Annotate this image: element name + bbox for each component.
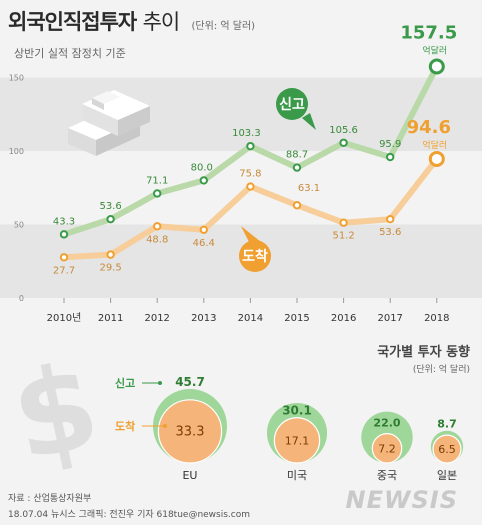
country-legend-arrived: 도착 <box>115 419 135 433</box>
x-tick-label: 2012 <box>144 313 169 324</box>
arrived-value-label: 17.1 <box>285 434 310 447</box>
arrived-value-label: 33.3 <box>176 424 205 439</box>
x-axis-labels: 2010년 2011 2012 2013 2014 2015 2016 2017 2018 <box>47 298 450 324</box>
arrived-bubble-3 <box>432 434 462 464</box>
x-tick-label: 2014 <box>238 313 263 324</box>
legend-signed-label: 신고 <box>279 97 305 113</box>
country-chart-title: 국가별 투자 동향 <box>377 344 470 360</box>
series-point <box>59 230 69 239</box>
series-point <box>106 250 115 259</box>
series-value-label: 105.6 <box>329 125 358 136</box>
title-unit: (단위: 억 달러) <box>191 21 256 32</box>
series-point <box>386 215 395 224</box>
y-tick-label: 50 <box>14 221 24 230</box>
legend-arrived-pointer <box>241 226 261 242</box>
y-tick-label: 0 <box>19 294 24 303</box>
series-value-label: 46.4 <box>193 238 215 249</box>
series-point <box>106 215 115 224</box>
y-tick-label: 150 <box>9 74 24 83</box>
x-tick-label: 2011 <box>98 313 123 324</box>
signed-value-label: 8.7 <box>437 418 457 431</box>
series-value-label: 95.9 <box>379 139 401 150</box>
x-tick-label: 2018 <box>424 313 449 324</box>
signed-value-label: 45.7 <box>175 375 205 389</box>
series-point <box>153 189 162 198</box>
y-axis-ticks: 0 50 100 150 <box>9 74 24 304</box>
country-label: 미국 <box>287 469 307 482</box>
legend-signed-pointer <box>302 113 316 130</box>
series-value-label: 88.7 <box>286 150 308 161</box>
x-tick-label: 2017 <box>377 313 402 324</box>
series-value-label: 27.7 <box>53 265 75 276</box>
series-value-label: 75.8 <box>239 169 261 180</box>
series-point <box>339 218 348 227</box>
series-point <box>292 163 302 172</box>
chart-title: 외국인직접투자 추이 (단위: 억 달러) <box>8 6 255 36</box>
series-point <box>246 141 255 151</box>
legend-arrived-bubble <box>239 240 271 272</box>
country-chart-unit: (단위: 억 달러) <box>413 363 470 375</box>
credit-note: 18.07.04 뉴시스 그래픽: 전진우 기자 618tue@newsis.c… <box>8 510 251 520</box>
series-value-label: 43.3 <box>53 216 75 227</box>
title-main: 외국인직접투자 <box>8 10 137 34</box>
country-label: EU <box>182 469 197 482</box>
series-value-label: 103.3 <box>232 128 261 139</box>
title-light: 추이 <box>142 10 181 34</box>
country-chart: 국가별 투자 동향 (단위: 억 달러) $ 45.7 33.3 EU 30.1 17.1 미국… <box>1 336 470 488</box>
x-tick-label: 2016 <box>331 313 356 324</box>
series-point <box>199 225 209 234</box>
series-layer: 43.353.671.180.0103.388.7105.695.9157.5억… <box>53 22 457 276</box>
series-last-value: 94.6 <box>407 117 451 138</box>
series-value-label: 51.2 <box>332 231 354 242</box>
chart-subtitle: 상반기 실적 잠정치 기준 <box>14 47 126 60</box>
series-point <box>292 201 302 210</box>
series-point <box>386 152 395 162</box>
dollar-icon: $ <box>1 336 110 488</box>
signed-value-label: 22.0 <box>373 417 400 430</box>
series-value-label: 53.6 <box>99 201 121 212</box>
arrived-value-label: 7.2 <box>378 442 396 455</box>
series-value-label: 80.0 <box>191 162 213 173</box>
series-value-label: 29.5 <box>99 263 121 274</box>
arrived-bubble-2 <box>371 433 403 464</box>
country-legend-signed: 신고 <box>115 376 135 390</box>
series-point-last <box>428 150 445 167</box>
legend-signed-bubble <box>276 88 308 120</box>
country-legend-signed-dot <box>158 381 162 385</box>
x-tick-label: 2010년 <box>47 312 82 324</box>
series-point <box>153 222 162 231</box>
signed-value-label: 30.1 <box>282 403 312 417</box>
arrived-bubble-0 <box>157 399 223 464</box>
series-last-value: 157.5 <box>400 22 457 43</box>
country-legend-arrived-dot <box>163 424 167 428</box>
series-last-unit: 억달러 <box>422 44 447 56</box>
legend-arrived-label: 도착 <box>242 248 268 265</box>
source-note: 자료 : 산업통상자원부 <box>8 494 92 504</box>
series-point <box>246 182 255 191</box>
series-value-label: 71.1 <box>146 175 168 186</box>
arrived-bubble-1 <box>273 417 321 464</box>
arrived-value-label: 6.5 <box>438 443 456 456</box>
series-point <box>199 176 209 185</box>
series-point-last <box>428 58 445 75</box>
series-point <box>59 253 69 262</box>
series-point <box>339 138 348 147</box>
country-label: 일본 <box>437 468 457 482</box>
country-label: 중국 <box>377 469 397 482</box>
series-value-label: 53.6 <box>379 227 401 238</box>
x-tick-label: 2013 <box>191 313 216 324</box>
x-tick-label: 2015 <box>284 313 309 324</box>
y-tick-label: 100 <box>9 147 24 156</box>
series-value-label: 63.1 <box>298 183 320 194</box>
building-illustration <box>68 90 150 156</box>
brand-watermark: NEWSIS <box>345 486 458 514</box>
series-last-unit: 억달러 <box>422 139 447 151</box>
series-value-label: 48.8 <box>146 234 168 245</box>
